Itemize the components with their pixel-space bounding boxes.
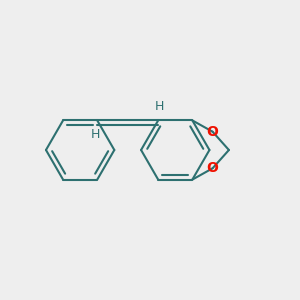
Text: O: O: [207, 161, 218, 175]
Text: H: H: [155, 100, 164, 112]
Text: H: H: [91, 128, 101, 141]
Text: O: O: [207, 125, 218, 139]
